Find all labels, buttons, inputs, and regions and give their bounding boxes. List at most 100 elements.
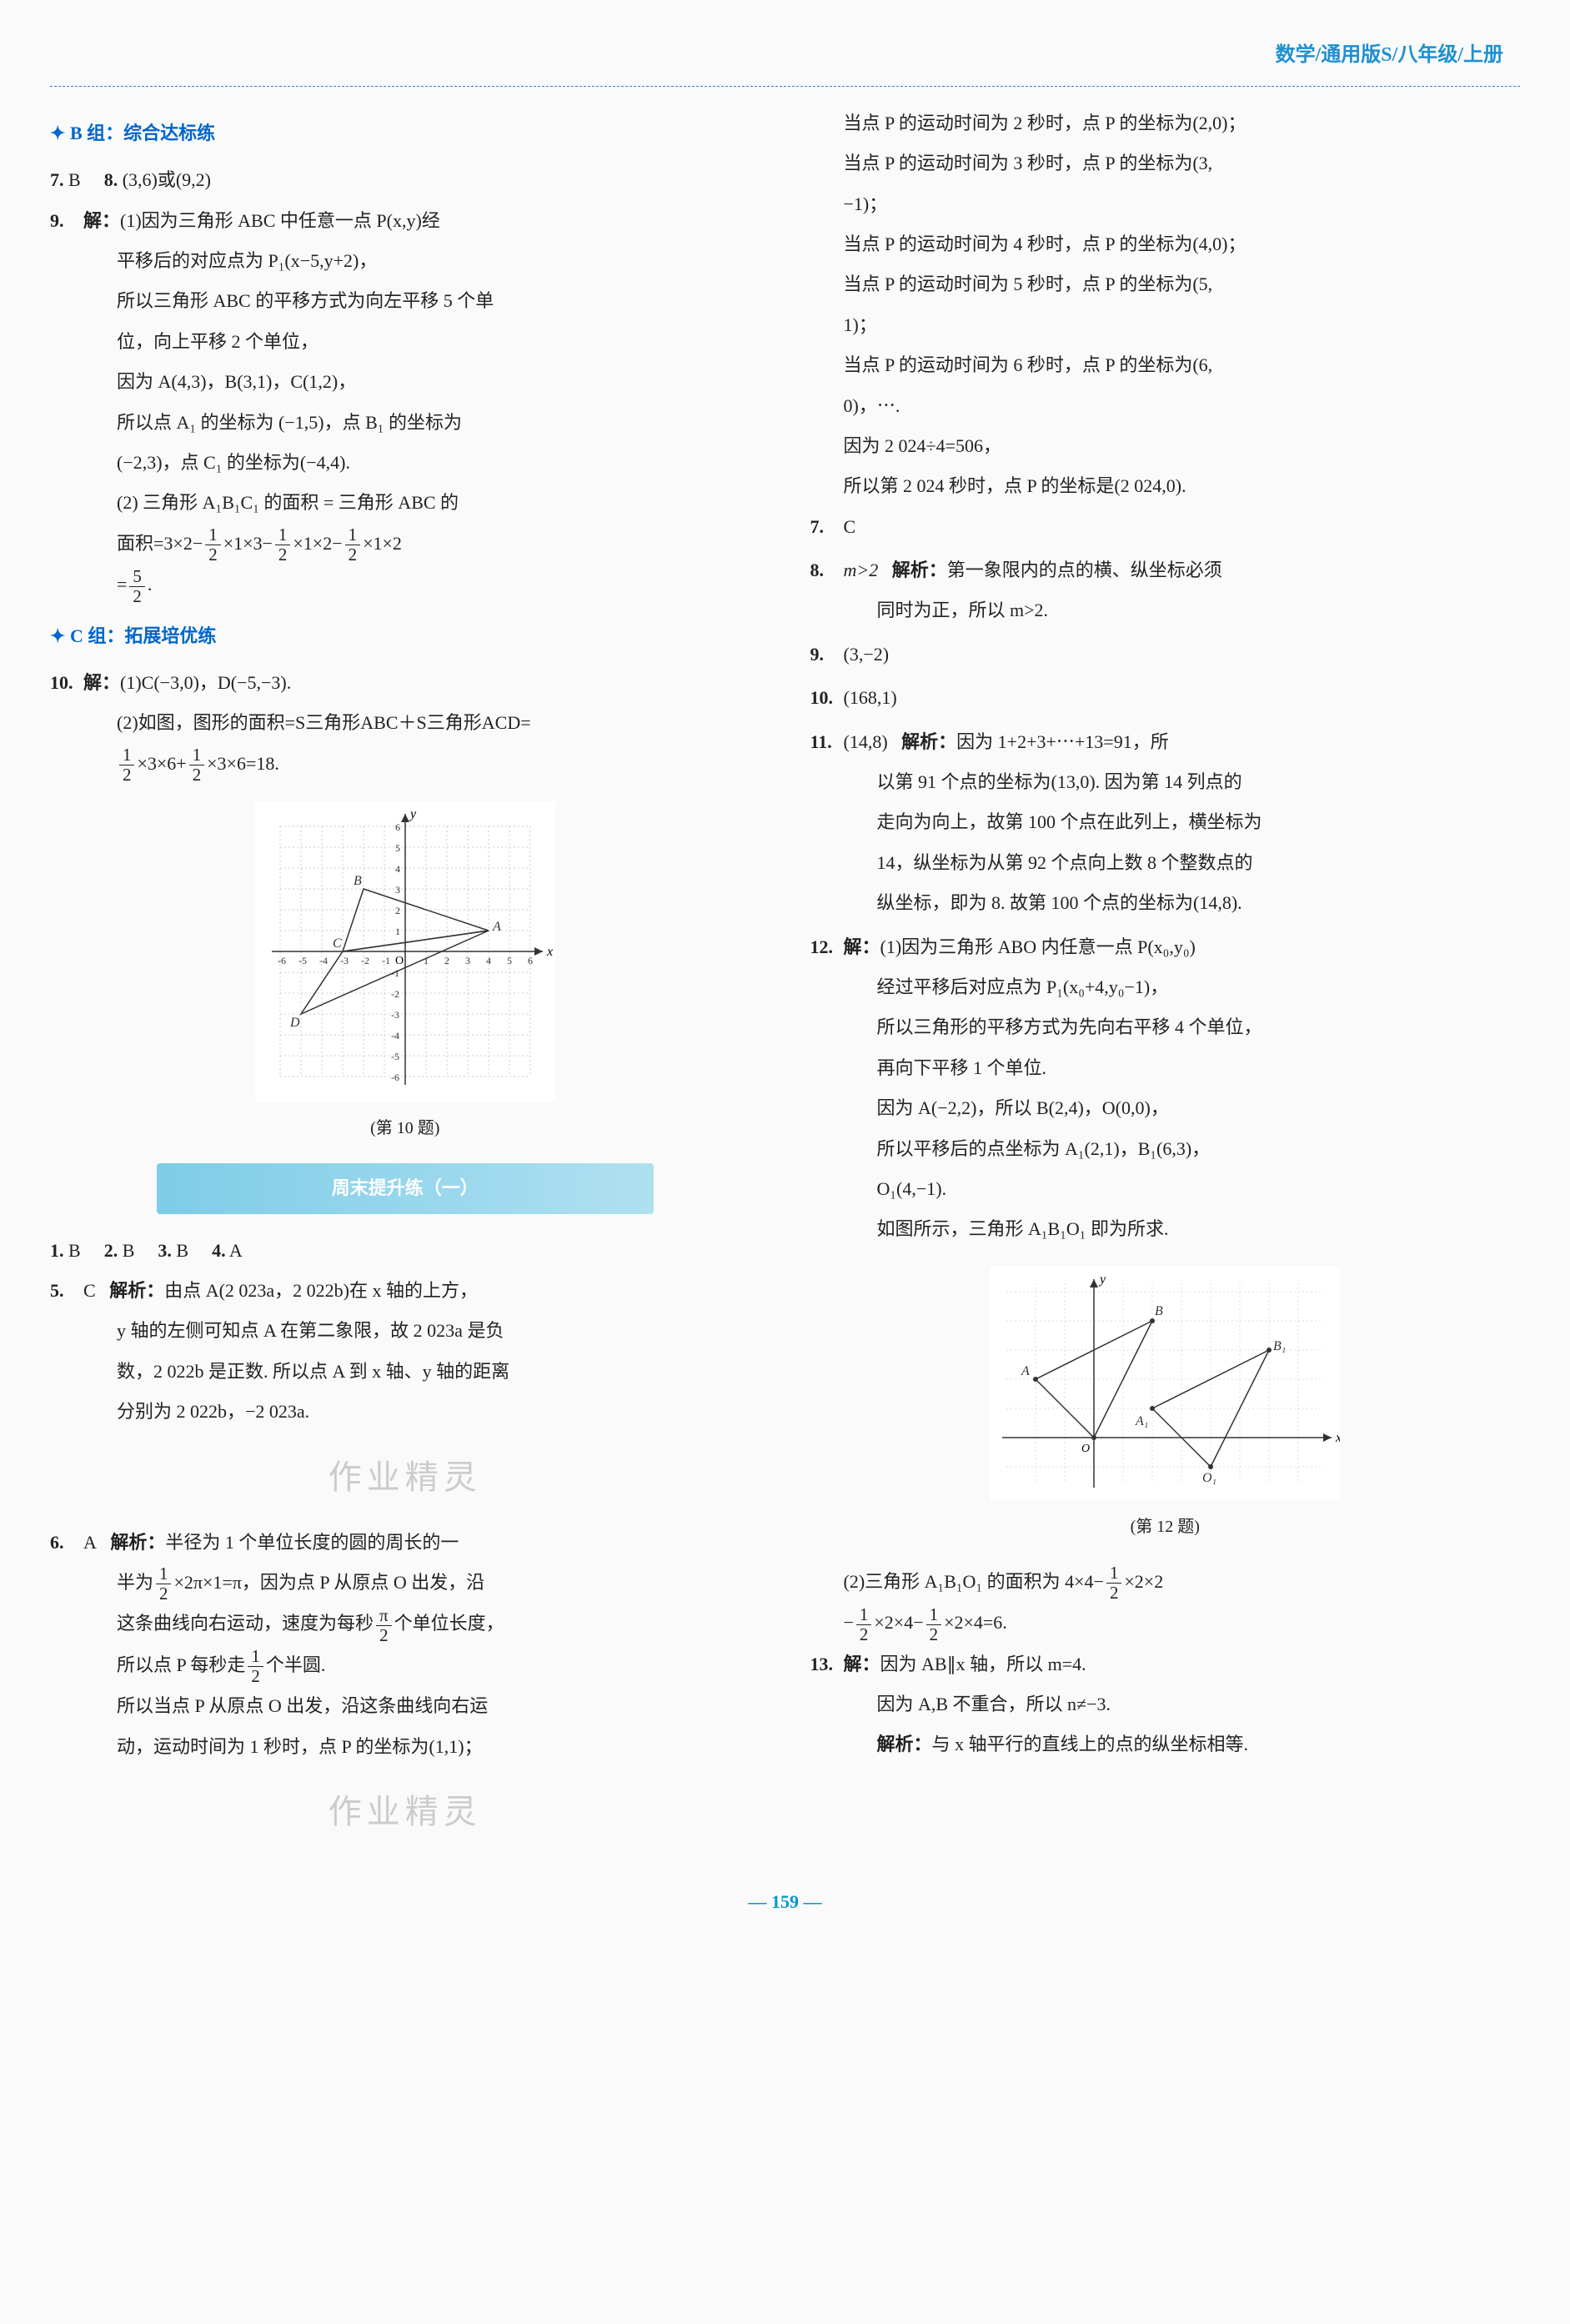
q9-label: 解：: [83, 210, 120, 231]
w-q2n: 2.: [104, 1240, 118, 1261]
w-q6-l5: 所以当点 P 从原点 O 出发，沿这条曲线向右运: [83, 1686, 760, 1726]
w-q5-l4: 分别为 2 022b，−2 023a.: [83, 1392, 760, 1432]
r-q7a: C: [844, 507, 1521, 547]
svg-text:-6: -6: [278, 955, 286, 966]
q9-l1: (1)因为三角形 ABC 中任意一点 P(x,y)经: [120, 210, 440, 231]
frac-pi2: π2: [376, 1606, 392, 1645]
r-q13-l2: 因为 A,B 不重合，所以 n≠−3.: [844, 1684, 1521, 1724]
group-b-title: B 组：综合达标练: [50, 113, 760, 153]
frac-52: 52: [129, 567, 144, 606]
svg-text:-1: -1: [382, 955, 390, 966]
r-q8-t: 第一象限内的点的横、纵坐标必须: [947, 560, 1222, 580]
svg-text:5: 5: [395, 842, 400, 854]
r-q11-l2: 以第 91 个点的坐标为(13,0). 因为第 14 列点的: [844, 762, 1521, 802]
watermark-2: 作业精灵: [50, 1775, 760, 1849]
r-c10: 所以第 2 024 秒时，点 P 的坐标是(2 024,0).: [810, 466, 1521, 506]
svg-text:A₁: A₁: [1135, 1414, 1148, 1428]
r-q12-l7: O₁(4,−1).: [844, 1169, 1521, 1209]
w-q6-l3a: 这条曲线向右运动，速度为每秒: [117, 1613, 374, 1634]
right-column: 当点 P 的运动时间为 2 秒时，点 P 的坐标为(2,0)； 当点 P 的运动…: [810, 103, 1521, 1857]
r-q12-l4: 再向下平移 1 个单位.: [844, 1048, 1521, 1088]
r-c7: 当点 P 的运动时间为 6 秒时，点 P 的坐标为(6,: [810, 345, 1521, 385]
w-q5-jiexi: 解析：: [109, 1280, 164, 1301]
svg-text:1: 1: [395, 926, 400, 937]
r-q12-l6: 所以平移后的点坐标为 A₁(2,1)，B₁(6,3)，: [844, 1129, 1521, 1169]
svg-text:A: A: [492, 920, 501, 934]
q9-num: 9.: [50, 201, 83, 606]
svg-text:C: C: [333, 936, 342, 951]
watermark-1: 作业精灵: [50, 1441, 760, 1514]
svg-text:x: x: [1335, 1431, 1340, 1445]
frac-half-1: 12: [205, 525, 220, 565]
frac-half-2: 12: [275, 525, 290, 565]
w-q5-l1: 由点 A(2 023a，2 022b)在 x 轴的上方，: [164, 1280, 478, 1301]
svg-text:-4: -4: [319, 955, 328, 966]
svg-text:-2: -2: [361, 955, 369, 966]
r-q12-l5: 因为 A(−2,2)，所以 B(2,4)，O(0,0)，: [844, 1088, 1521, 1128]
svg-text:O: O: [395, 955, 404, 967]
frac-half-5: 12: [189, 745, 204, 785]
q9-l6: 所以点 A₁ 的坐标为 (−1,5)，点 B₁ 的坐标为: [83, 403, 760, 443]
q9-l10b: .: [148, 574, 153, 595]
q9-l9b: ×1×3−: [223, 533, 273, 554]
svg-text:2: 2: [444, 955, 449, 966]
r-c2: 当点 P 的运动时间为 3 秒时，点 P 的坐标为(3,: [810, 143, 1521, 183]
r-q9a: (3,−2): [844, 635, 1521, 675]
r-q11a: (14,8): [844, 731, 888, 752]
figure-12: x y O AB A₁B₁O₁ (第 12 题): [810, 1267, 1521, 1545]
r-c4: 当点 P 的运动时间为 4 秒时，点 P 的坐标为(4,0)；: [810, 224, 1521, 264]
r-q12-l2: 经过平移后对应点为 P₁(x₀+4,y₀−1)，: [844, 967, 1521, 1007]
group-c-title: C 组：拓展培优练: [50, 616, 760, 656]
q9-l9c: ×1×2−: [293, 533, 342, 554]
week-banner: 周末提升练（一）: [157, 1163, 654, 1213]
svg-text:y: y: [1098, 1272, 1106, 1287]
svg-text:-4: -4: [391, 1030, 399, 1042]
q9-l7: (−2,3)，点 C₁ 的坐标为(−4,4).: [83, 443, 760, 483]
r-q11n: 11.: [810, 722, 844, 924]
svg-text:O₁: O₁: [1202, 1471, 1216, 1485]
r-q13-l1: 因为 AB∥x 轴，所以 m=4.: [880, 1654, 1086, 1674]
frac-half-6: 12: [156, 1564, 171, 1604]
q10-label: 解：: [83, 672, 120, 693]
r-q13-jiexi: 解析：: [877, 1734, 932, 1754]
svg-text:x: x: [546, 945, 553, 959]
r-q7n: 7.: [810, 507, 844, 547]
svg-text:-5: -5: [391, 1051, 399, 1062]
svg-text:3: 3: [465, 955, 470, 966]
q9-l4: 位，向上平移 2 个单位，: [83, 322, 760, 362]
q9-l8: (2) 三角形 A₁B₁C₁ 的面积 = 三角形 ABC 的: [83, 483, 760, 523]
q9-l5: 因为 A(4,3)，B(3,1)，C(1,2)，: [83, 362, 760, 402]
r-q8-jiexi: 解析：: [892, 560, 947, 580]
r-q13-label: 解：: [844, 1654, 880, 1674]
q9-l10a: =: [117, 574, 127, 595]
left-column: B 组：综合达标练 7. B 8. (3,6)或(9,2) 9. 解：(1)因为…: [50, 103, 760, 1857]
w-q6-jiexi: 解析：: [110, 1532, 165, 1553]
r-q12-l8: 如图所示，三角形 A₁B₁O₁ 即为所求.: [844, 1209, 1521, 1249]
w-q6-l2b: ×2π×1=π，因为点 P 从原点 O 出发，沿: [173, 1572, 484, 1593]
w-q5n: 5.: [50, 1271, 83, 1433]
svg-text:1: 1: [424, 955, 429, 966]
w-q3n: 3.: [158, 1240, 172, 1261]
svg-text:4: 4: [395, 863, 400, 875]
w-q5-l3: 数，2 022b 是正数. 所以点 A 到 x 轴、y 轴的距离: [83, 1352, 760, 1392]
figure-10: x y O -6-5-4-3-2-1 123456 654321 -1-2-3-…: [50, 801, 760, 1147]
r-c1: 当点 P 的运动时间为 2 秒时，点 P 的坐标为(2,0)；: [810, 103, 1521, 143]
r-q11-l5: 纵坐标，即为 8. 故第 100 个点的坐标为(14,8).: [844, 883, 1521, 923]
w-q1a: B: [68, 1240, 81, 1261]
r-q11-jiexi: 解析：: [901, 731, 956, 752]
w-q6-l4b: 个半圆.: [266, 1654, 326, 1675]
svg-text:-6: -6: [391, 1072, 399, 1083]
w-q6-l2a: 半为: [117, 1572, 153, 1593]
w-q5-l2: y 轴的左侧可知点 A 在第二象限，故 2 023a 是负: [83, 1311, 760, 1351]
q9-l9d: ×1×2: [363, 533, 402, 554]
svg-text:6: 6: [395, 821, 400, 833]
q9-l9a: 面积=3×2−: [117, 533, 203, 554]
r-c5: 当点 P 的运动时间为 5 秒时，点 P 的坐标为(5,: [810, 264, 1521, 304]
r-q12n: 12.: [810, 927, 844, 1250]
frac-half-8: 12: [1106, 1564, 1121, 1603]
fig10-caption: (第 10 题): [50, 1110, 760, 1147]
svg-text:2: 2: [395, 905, 400, 916]
r-q12-label: 解：: [844, 936, 880, 957]
page-number: 159: [50, 1882, 1520, 1922]
w-q6a: A: [83, 1532, 97, 1553]
